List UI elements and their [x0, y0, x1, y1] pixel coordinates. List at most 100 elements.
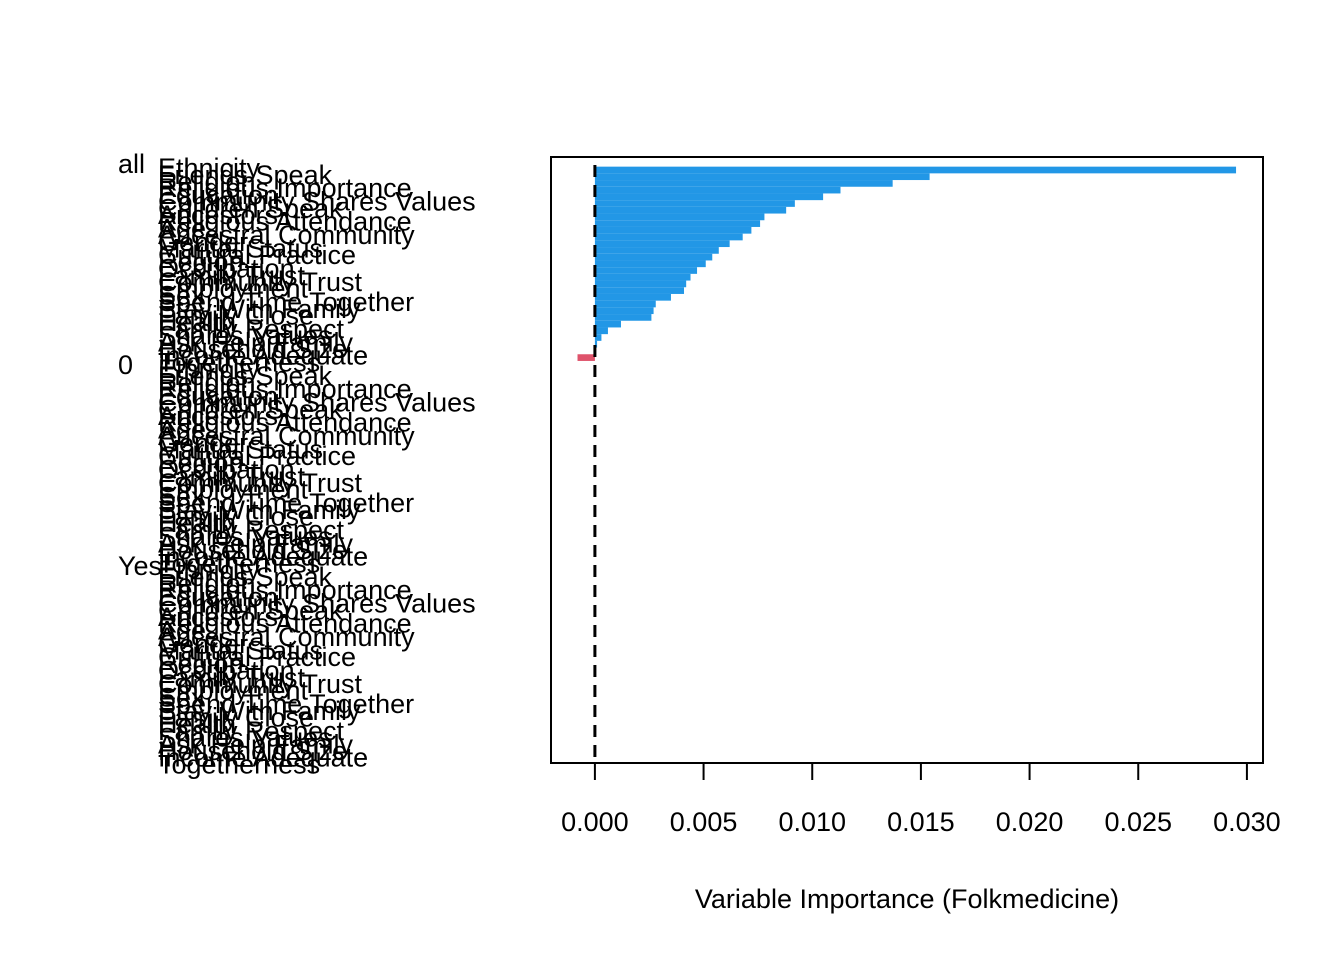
bar	[594, 314, 652, 321]
y-tick-label: Ancestors	[158, 401, 278, 431]
y-tick-label: Friends Speak	[158, 562, 333, 592]
y-tick-label: Community Trust	[158, 468, 363, 498]
y-tick-label: Community Shares Values	[158, 589, 476, 619]
y-tick-label: Family Close	[158, 703, 314, 733]
y-tick-label: Sex	[158, 682, 205, 712]
y-tick-label: Ancestral Community	[158, 622, 415, 652]
y-tick-label: Region	[158, 448, 244, 478]
y-tick-label: Income Adequate	[158, 743, 368, 773]
y-tick-label: Family Trust	[158, 662, 306, 692]
group-label: all	[118, 149, 145, 179]
bar	[594, 166, 1237, 174]
y-tick-label: Gender	[158, 227, 248, 257]
y-tick-label: Religion	[158, 167, 256, 197]
y-tick-label: Spend Time Together	[158, 488, 414, 518]
y-tick-label: Education	[158, 582, 278, 612]
y-tick-label: Income Adequate	[158, 341, 368, 371]
bar	[594, 260, 706, 268]
bar	[594, 293, 671, 301]
y-tick-label: Age	[158, 213, 206, 243]
y-tick-label: Marital Status	[158, 636, 323, 666]
y-tick-label: Stay With Family	[158, 294, 361, 324]
bar	[594, 267, 698, 274]
y-tick-label: Income Adequate	[158, 542, 368, 572]
x-tick-label: 0.025	[1104, 807, 1172, 837]
bar	[577, 354, 595, 361]
y-tick-label: Community Shares Values	[158, 187, 476, 217]
bar	[594, 240, 730, 248]
y-tick-label: Ethnicity	[158, 555, 261, 585]
y-tick-label: Religious Importance	[158, 575, 412, 605]
y-tick-label: Household Size	[158, 535, 347, 565]
y-tick-label: Ancestors	[158, 200, 278, 230]
x-tick-label: 0.020	[996, 807, 1064, 837]
y-tick-label: Region	[158, 649, 244, 679]
y-tick-label: Occupation	[158, 455, 295, 485]
y-tick-label: Ask Help Family	[158, 528, 354, 558]
y-tick-label: Community Shares Values	[158, 388, 476, 418]
y-tick-label: Friends Speak	[158, 160, 333, 190]
y-tick-label: Ancestral Community	[158, 220, 415, 250]
y-tick-label: Stay With Family	[158, 495, 361, 525]
y-tick-label: Age	[158, 414, 206, 444]
y-tick-label: Health	[158, 307, 236, 337]
x-axis-label: Variable Importance (Folkmedicine)	[695, 884, 1119, 914]
y-tick-label: Spend Time Together	[158, 287, 414, 317]
y-tick-label: Community Trust	[158, 669, 363, 699]
y-tick-label: Occupation	[158, 254, 295, 284]
bar	[594, 193, 824, 201]
y-tick-label: Family Trust	[158, 260, 306, 290]
bar	[594, 233, 743, 241]
y-tick-label: Ancestral Community	[158, 421, 415, 451]
x-tick-label: 0.005	[670, 807, 738, 837]
bar	[594, 327, 608, 335]
y-tick-label: Shares Values	[158, 723, 332, 753]
y-tick-label: Children Speak	[158, 193, 343, 223]
y-tick-label: Religion	[158, 368, 256, 398]
bar	[594, 273, 691, 281]
y-tick-label: Family Respect	[158, 314, 345, 344]
y-tick-label: Friends Speak	[158, 361, 333, 391]
y-tick-label: Togetherness	[158, 347, 320, 377]
y-tick-label: Ethnicity	[158, 354, 261, 384]
y-tick-label: Sex	[158, 280, 205, 310]
bar	[594, 280, 687, 288]
y-tick-label: Family Close	[158, 301, 314, 331]
y-tick-label: Household Size	[158, 334, 347, 364]
y-tick-label: Employment	[158, 475, 309, 505]
x-tick-label: 0.030	[1213, 807, 1281, 837]
y-tick-label: Ask Help Family	[158, 729, 354, 759]
y-tick-label: Region	[158, 247, 244, 277]
y-tick-label: Stay With Family	[158, 696, 361, 726]
bar	[594, 300, 656, 308]
bar	[594, 226, 752, 234]
y-tick-label: Gender	[158, 428, 248, 458]
y-tick-label: Religious Attendance	[158, 207, 412, 237]
bar	[594, 334, 602, 341]
bar	[594, 186, 841, 194]
bar	[594, 200, 795, 207]
group-label: 0	[118, 350, 133, 380]
y-tick-label: Sex	[158, 481, 205, 511]
y-tick-label: Employment	[158, 274, 309, 304]
bar	[594, 220, 761, 227]
y-tick-label: Health	[158, 709, 236, 739]
y-tick-label: Family Respect	[158, 716, 345, 746]
y-tick-label: Ancestors	[158, 602, 278, 632]
y-tick-label: Ethnicity	[158, 153, 261, 183]
y-tick-label: Cultural Practice	[158, 642, 356, 672]
y-tick-label: Gender	[158, 629, 248, 659]
y-tick-label: Marital Status	[158, 435, 323, 465]
bar	[594, 307, 654, 315]
y-tick-label: Togetherness	[158, 548, 320, 578]
y-tick-label: Family Respect	[158, 515, 345, 545]
bar	[594, 340, 598, 348]
y-tick-label: Spend Time Together	[158, 689, 414, 719]
y-tick-label: Cultural Practice	[158, 441, 356, 471]
y-tick-label: Family Close	[158, 502, 314, 532]
y-tick-label: Education	[158, 180, 278, 210]
x-tick-label: 0.015	[887, 807, 955, 837]
y-tick-label: Togetherness	[158, 749, 320, 779]
y-tick-label: Occupation	[158, 656, 295, 686]
